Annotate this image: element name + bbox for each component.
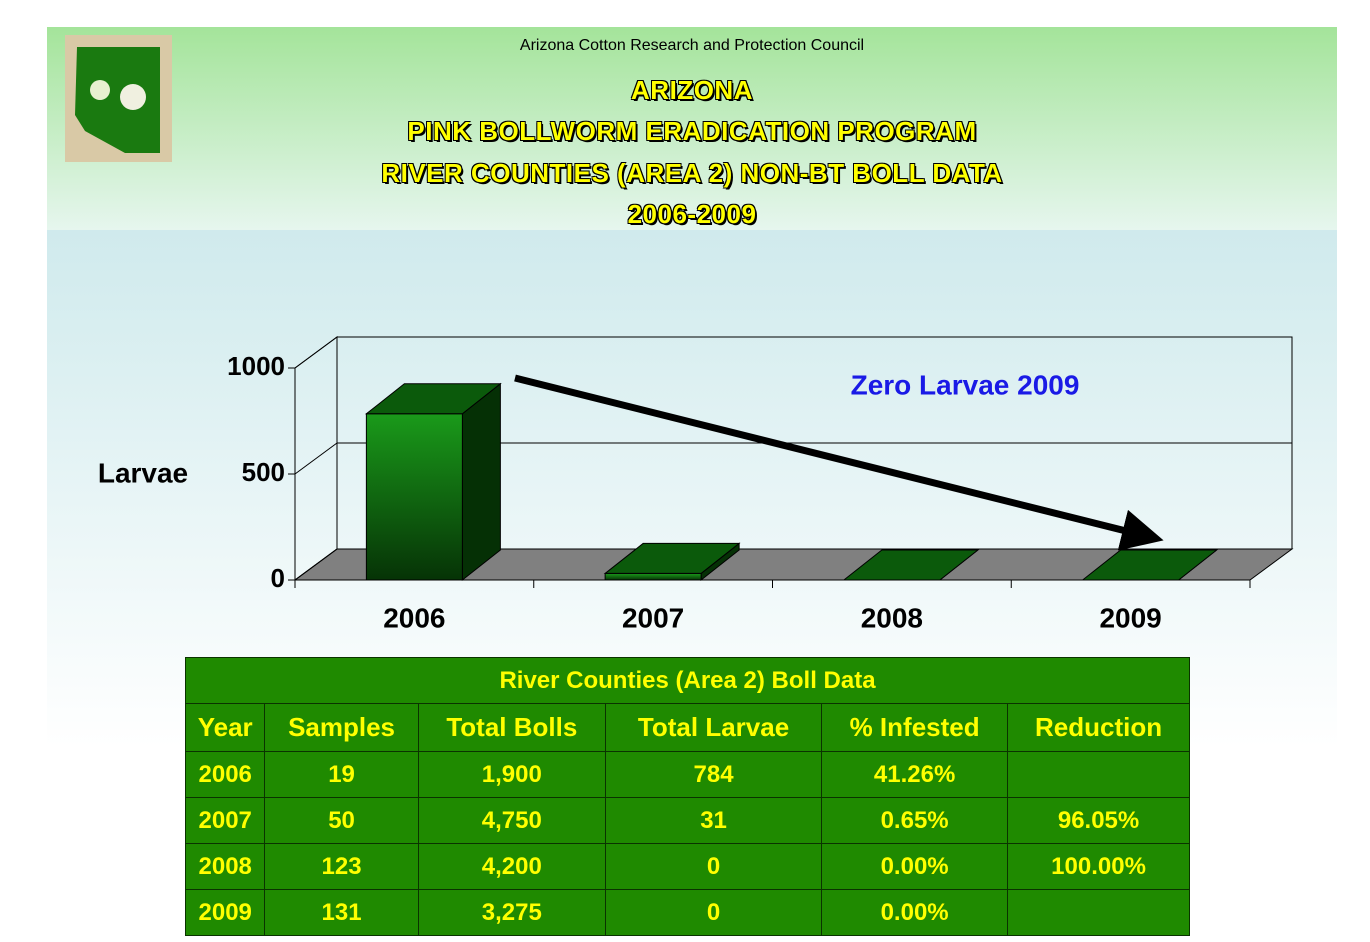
table-cell: 2007: [184, 797, 266, 844]
title-line: RIVER COUNTIES (AREA 2) NON-BT BOLL DATA: [381, 158, 1003, 188]
grid-line: [294, 442, 338, 475]
x-tick-label: 2008: [861, 602, 923, 633]
table-row: 2007 50 4,750 31 0.65% 96.05%: [184, 797, 1190, 844]
x-tick-label: 2006: [383, 602, 445, 633]
flower: [120, 84, 146, 110]
table-title: River Counties (Area 2) Boll Data: [185, 657, 1190, 704]
bar-top: [842, 549, 980, 581]
table-cell: 131: [264, 889, 419, 936]
table-cell: 100.00%: [1007, 843, 1190, 890]
header-row: Year Samples Total Bolls Total Larvae% Infe…: [184, 703, 1190, 752]
logo: [65, 35, 172, 162]
header-band: Arizona Cotton Research and Protection C…: [47, 27, 1337, 230]
table-cell: 1,900: [417, 751, 606, 798]
table-cell: 2006: [184, 751, 266, 798]
title-line: ARIZONA: [631, 75, 753, 105]
table-cell: 0.65%: [821, 797, 1009, 844]
column-header: % Infested: [821, 703, 1009, 752]
table-row: 2009 131 3,275 0 0.00%: [184, 889, 1190, 936]
trend-arrow: [514, 374, 1164, 551]
column-header: Samples: [264, 703, 419, 752]
map-shape: [75, 47, 160, 153]
table-cell: 4,200: [417, 843, 606, 890]
table-cell: [1007, 751, 1190, 798]
table-row: 2008 123 4,200 0 0.00% 100.00%: [184, 843, 1190, 890]
table-cell: 0.00%: [821, 889, 1009, 936]
y-axis-label: Larvae: [98, 457, 188, 488]
org-name: Arizona Cotton Research and Protection C…: [519, 37, 865, 54]
bar: [604, 572, 702, 581]
column-header: Year: [184, 703, 266, 752]
chart: Larvae 0 500 1000 2006 2007 2008 2009 Zero Larv…: [98, 336, 1294, 633]
table-cell: 2008: [184, 843, 266, 890]
table-cell: 4,750: [417, 797, 606, 844]
table-cell: 0: [604, 889, 823, 936]
table-cell: 0: [604, 843, 823, 890]
title-row: River Counties (Area 2) Boll Data: [185, 657, 1190, 704]
table-cell: 0.00%: [821, 843, 1009, 890]
title-line: PINK BOLLWORM ERADICATION PROGRAM: [407, 116, 977, 146]
x-tick-label: 2007: [622, 602, 684, 633]
table-cell: [1007, 889, 1190, 936]
table-cell: 31: [604, 797, 823, 844]
table-cell: 96.05%: [1007, 797, 1190, 844]
column-header: Total Larvae: [604, 703, 823, 752]
bar: [365, 413, 463, 581]
table-cell: 50: [264, 797, 419, 844]
title-line: 2006-2009: [627, 199, 757, 229]
data-table: River Counties (Area 2) Boll Data Year Sam…: [184, 657, 1190, 936]
table-row: 2006 19 1,900 784 41.26%: [184, 751, 1190, 798]
bar-top: [603, 542, 741, 574]
grid-line: [294, 548, 338, 581]
bar-side: [461, 382, 501, 582]
table-cell: 3,275: [417, 889, 606, 936]
x-tick-label: 2009: [1099, 602, 1161, 633]
y-tick-label: 0: [271, 563, 285, 593]
column-header: Total Bolls: [417, 703, 606, 752]
column-header: Reduction: [1007, 703, 1190, 752]
bar-top: [1081, 549, 1219, 581]
table-cell: 2009: [184, 889, 266, 936]
bar-top: [364, 383, 502, 415]
grid-line: [294, 336, 338, 369]
y-tick-label: 500: [242, 457, 285, 487]
annotation: Zero Larvae 2009: [851, 369, 1080, 400]
flower: [90, 80, 110, 100]
table-cell: 19: [264, 751, 419, 798]
table-cell: 41.26%: [821, 751, 1009, 798]
table-cell: 784: [604, 751, 823, 798]
logo-map: [75, 47, 160, 153]
y-tick-label: 1000: [227, 351, 285, 381]
table-cell: 123: [264, 843, 419, 890]
